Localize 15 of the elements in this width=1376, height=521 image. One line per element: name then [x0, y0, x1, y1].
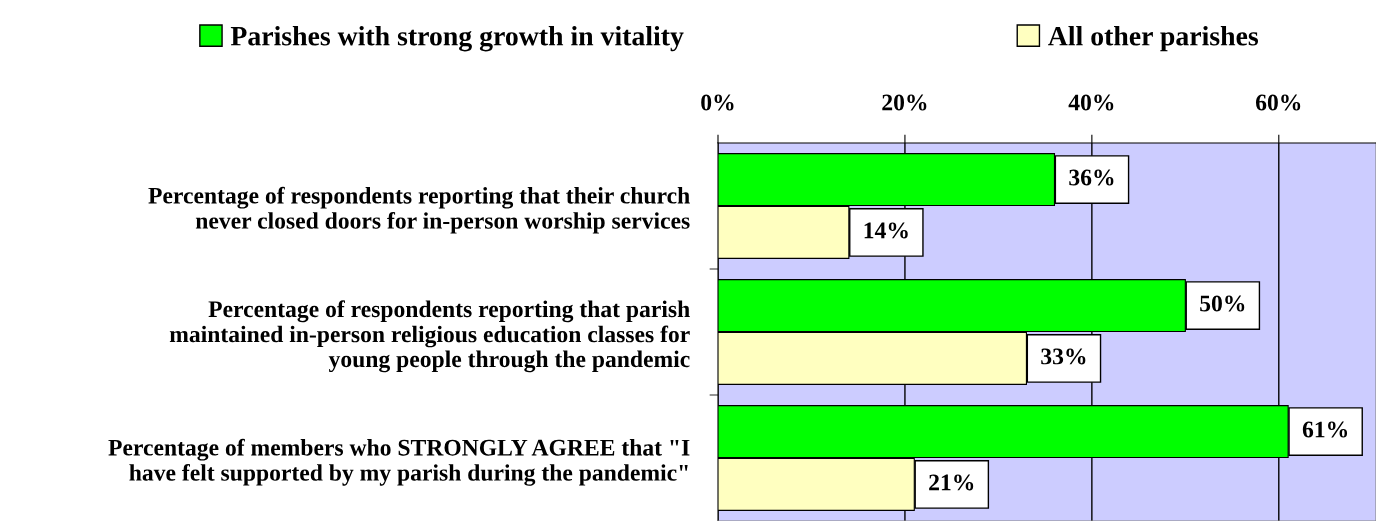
- x-tick-label: 20%: [882, 94, 927, 111]
- text: 36%: [1069, 169, 1114, 186]
- text: 33%: [1041, 348, 1086, 365]
- y-tick-label: Percentage of respondents reporting that parish maintained in-person religious education classes for young people through the pandemic: [169, 300, 690, 373]
- y-tick-label: Percentage of members who STRONGLY AGREE that "I have felt supported by my parish during the pandemic": [108, 438, 690, 486]
- x-tick-label: 40%: [1068, 94, 1114, 111]
- text: 21%: [929, 474, 974, 491]
- x-tick-label: 60%: [1255, 94, 1301, 111]
- legend-label: Parishes with strong growth in vitality: [230, 26, 684, 52]
- x-tick-label: 0%: [701, 94, 734, 111]
- y-tick-label: Percentage of respondents reporting that their church never closed doors for in-person worship services: [148, 186, 690, 234]
- text: 50%: [1200, 295, 1245, 312]
- text: 14%: [864, 222, 908, 239]
- legend-label: All other parishes: [1048, 26, 1259, 52]
- text: 61%: [1302, 421, 1348, 438]
